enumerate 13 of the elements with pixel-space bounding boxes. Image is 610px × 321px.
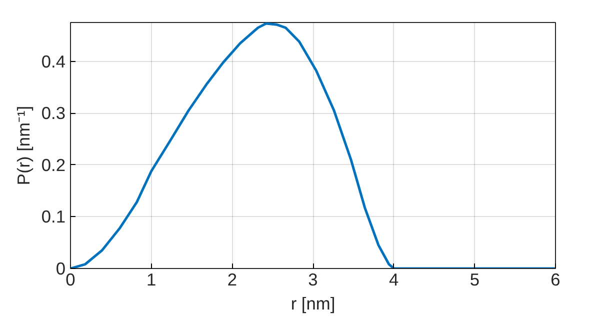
x-tick-label: 3	[308, 270, 318, 290]
x-tick-label: 6	[550, 270, 560, 290]
line-series	[70, 22, 556, 268]
y-axis-title: P(r) [nm⁻¹]	[13, 106, 34, 186]
y-tick-label: 0.2	[41, 154, 66, 175]
x-tick-label: 1	[146, 270, 156, 290]
x-tick-label: 2	[227, 270, 237, 290]
x-axis-title: r [nm]	[290, 294, 336, 314]
y-tick-label: 0.1	[41, 206, 66, 227]
x-tick-label: 4	[389, 270, 400, 290]
x-tick-label: 5	[470, 270, 480, 290]
y-tick-label: 0.3	[41, 103, 66, 124]
y-tick-label: 0.4	[41, 51, 66, 72]
